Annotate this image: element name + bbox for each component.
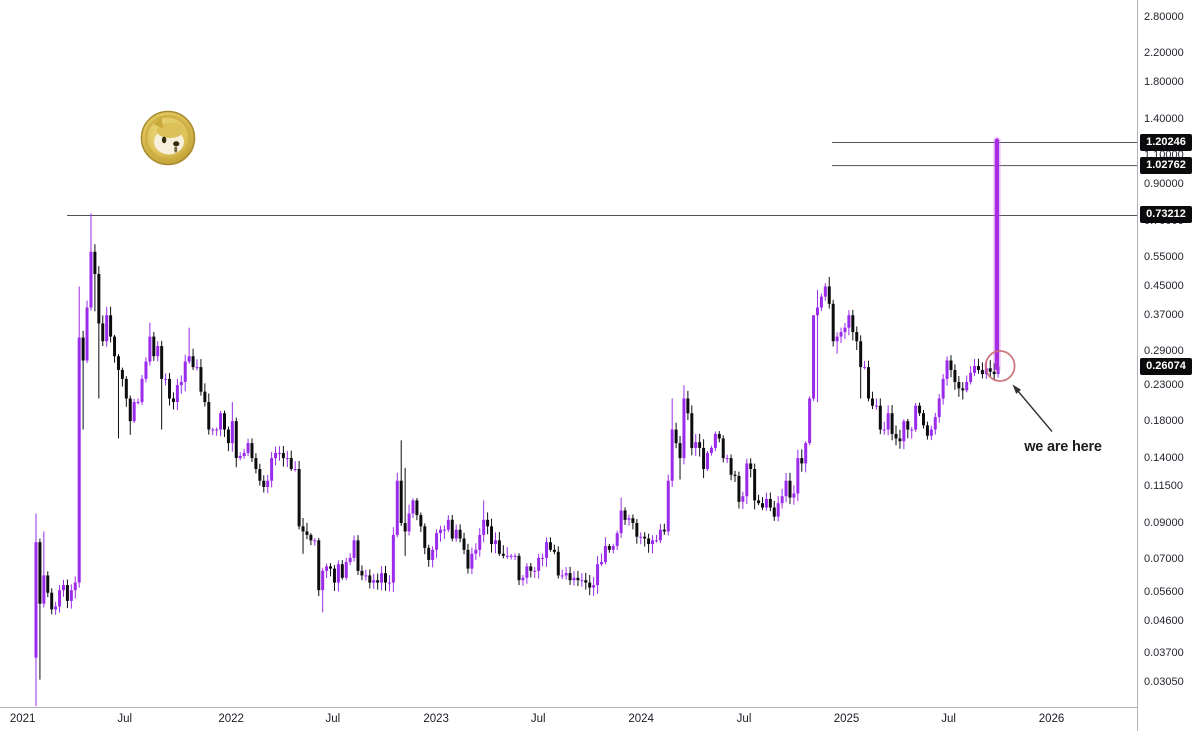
price-tick-label: 0.29000 (1144, 344, 1184, 357)
time-tick-label[interactable]: 2026 (1038, 713, 1065, 725)
price-tick-label: 0.23000 (1144, 378, 1184, 391)
price-level-badge-high[interactable]: 1.20246 (1140, 133, 1192, 151)
price-tick-label: 0.11500 (1144, 480, 1183, 493)
price-tick-label: 0.09000 (1144, 516, 1184, 529)
time-tick-label[interactable]: 2022 (218, 713, 244, 725)
price-tick-label: 2.80000 (1144, 11, 1184, 24)
highlight-circle (984, 350, 1016, 382)
time-tick-label[interactable]: Jul (941, 713, 956, 725)
price-level-badge-mid[interactable]: 1.02762 (1140, 156, 1192, 174)
price-tick-label: 0.03700 (1144, 647, 1184, 660)
price-tick-label: 0.18000 (1144, 414, 1184, 427)
time-axis[interactable]: 2021 Jul 2022 Jul 2023 Jul 2024 Jul 2025 Jul 2026 (0, 707, 1200, 731)
price-tick-label: 0.55000 (1144, 250, 1184, 263)
price-tick-label: 0.14000 (1144, 451, 1184, 464)
price-tick-label: 0.90000 (1144, 178, 1184, 191)
time-tick-label[interactable]: Jul (325, 713, 341, 725)
time-tick-label[interactable]: 2021 (9, 713, 36, 725)
time-tick-label[interactable]: Jul (117, 713, 133, 725)
price-axis[interactable]: 1.20246 1.02762 0.73212 0.26074 2.80000 2… (1137, 0, 1200, 707)
time-tick-label[interactable]: Jul (530, 713, 546, 725)
price-tick-label: 2.20000 (1144, 46, 1184, 59)
last-price-badge: 0.26074 (1140, 358, 1192, 376)
price-tick-label: 0.05600 (1144, 586, 1184, 599)
time-tick-label[interactable]: 2024 (628, 713, 654, 725)
price-lines-layer[interactable] (67, 142, 1137, 216)
price-tick-label: 0.07000 (1144, 553, 1184, 566)
we-are-here-arrow (1012, 384, 1053, 432)
candles-layer (34, 213, 1000, 706)
price-tick-label: 0.03050 (1144, 675, 1184, 688)
time-tick-label[interactable]: Jul (736, 713, 752, 725)
price-level-badge-resistance[interactable]: 0.73212 (1140, 206, 1192, 224)
time-tick-label[interactable]: 2025 (833, 713, 860, 725)
price-tick-label: 0.04600 (1144, 615, 1184, 628)
axis-corner (1137, 707, 1200, 731)
price-tick-label: 0.37000 (1144, 308, 1184, 321)
price-tick-label: 1.80000 (1144, 76, 1184, 89)
dogecoin-logo (139, 109, 197, 167)
time-tick-label[interactable]: 2023 (423, 713, 449, 725)
dogecoin-coin-icon (140, 110, 196, 166)
we-are-here-label: we are here (1024, 439, 1102, 455)
price-tick-label: 1.40000 (1144, 113, 1184, 126)
price-tick-label: 0.45000 (1144, 279, 1184, 292)
